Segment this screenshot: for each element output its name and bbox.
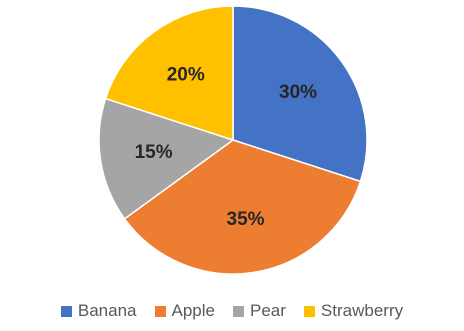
legend-label-apple: Apple [171, 301, 215, 320]
legend-swatch-strawberry [303, 305, 315, 317]
data-label-pear: 15% [135, 142, 173, 163]
pie-data-labels: 30% 35% 15% 20% [135, 64, 318, 229]
data-label-banana: 30% [279, 82, 317, 103]
pie-slice-apple [123, 139, 362, 275]
legend-swatch-apple [154, 305, 166, 317]
legend-item-strawberry: Strawberry [303, 301, 404, 321]
legend-swatch-pear [233, 305, 244, 317]
chart-legend: Banana Apple Pear Strawberry [0, 296, 464, 326]
data-label-strawberry: 20% [167, 64, 205, 85]
legend-label-banana: Banana [77, 301, 137, 320]
legend-item-apple: Apple [154, 301, 215, 321]
pie-slice-pear [98, 97, 235, 220]
legend-swatch-banana [60, 305, 72, 317]
legend-item-banana: Banana [60, 301, 137, 321]
pie-slice-strawberry [104, 5, 234, 142]
legend-label-pear: Pear [250, 301, 286, 320]
pie-slices [98, 5, 368, 275]
data-label-apple: 35% [227, 209, 265, 230]
legend-label-strawberry: Strawberry [320, 301, 404, 320]
pie-slice-banana [232, 5, 368, 183]
legend-item-pear: Pear [233, 301, 286, 321]
